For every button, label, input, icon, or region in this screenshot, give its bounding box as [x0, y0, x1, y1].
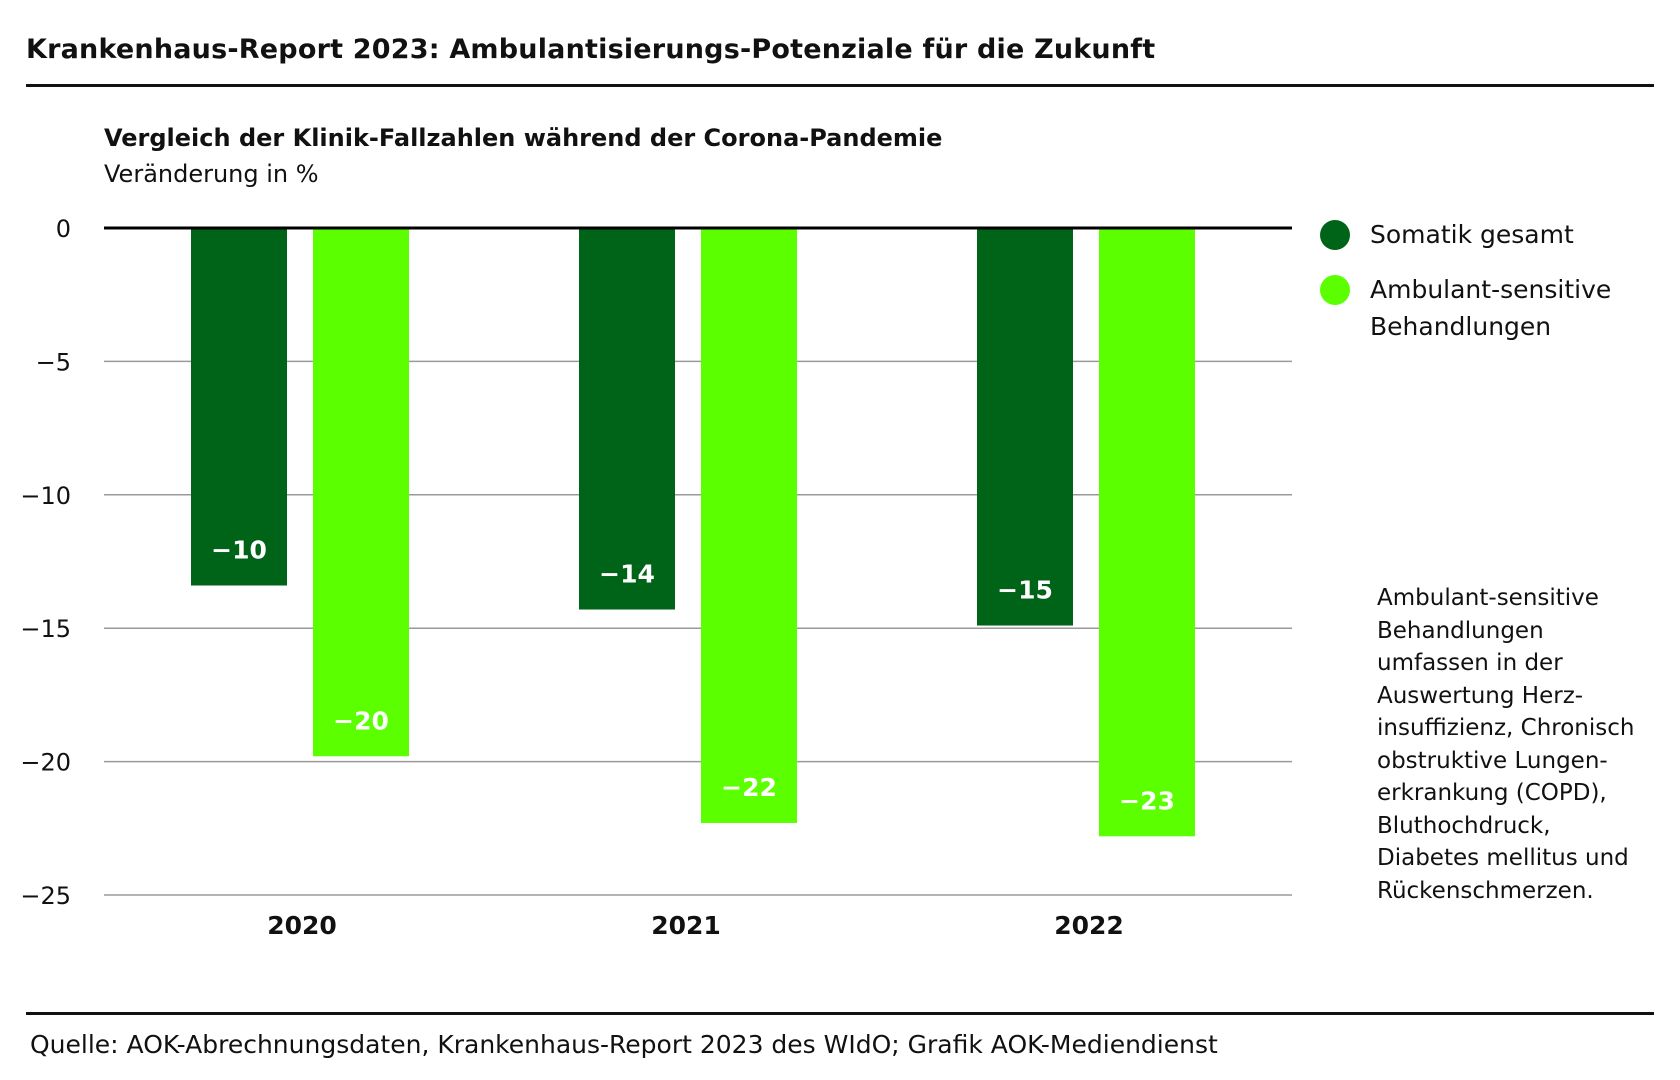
legend-item-ambulant: Ambulant-sensitive Behandlungen: [1320, 271, 1660, 345]
x-tick-label: 2021: [651, 911, 721, 940]
legend-swatch-somatik: [1320, 220, 1350, 250]
bar-value-label: −10: [211, 536, 267, 565]
legend-label-somatik: Somatik gesamt: [1370, 220, 1574, 249]
x-tick-label: 2022: [1054, 911, 1124, 940]
bar-value-label: −15: [997, 576, 1053, 605]
y-tick-label: −25: [20, 882, 71, 910]
y-tick-label: 0: [56, 215, 71, 243]
footnote-text: Ambulant-sensitive Behandlungen umfassen…: [1377, 585, 1635, 904]
bar-2022-somatik: [977, 228, 1073, 626]
x-axis-ticks: 2020 2021 2022: [267, 911, 1124, 940]
y-axis-ticks: 0 −5 −10 −15 −20 −25: [20, 215, 71, 910]
bar-value-label: −22: [721, 773, 777, 802]
bottom-divider: [26, 1012, 1654, 1015]
chart-unit-label: Veränderung in %: [104, 160, 319, 188]
top-divider: [26, 84, 1654, 87]
bar-2020-ambulant: [313, 228, 409, 757]
grid-lines: [104, 360, 1292, 896]
y-tick-label: −5: [36, 348, 71, 376]
y-tick-label: −15: [20, 615, 71, 643]
bar-value-label: −23: [1119, 786, 1175, 815]
bars: −10 −20 −14 −22 −15 −23: [104, 226, 1292, 837]
bar-value-label: −20: [333, 706, 389, 735]
legend-swatch-ambulant: [1320, 275, 1350, 305]
legend: Somatik gesamt Ambulant-sensitive Behand…: [1320, 216, 1660, 363]
source-text: Quelle: AOK-Abrechnungsdaten, Krankenhau…: [30, 1030, 1218, 1059]
y-tick-label: −10: [20, 482, 71, 510]
bar-value-label: −14: [599, 560, 655, 589]
chart-title-header: Krankenhaus-Report 2023: Ambulantisierun…: [26, 34, 1156, 65]
legend-label-ambulant: Ambulant-sensitive Behandlungen: [1370, 275, 1612, 341]
y-tick-label: −20: [20, 749, 71, 777]
bar-2020-somatik: [191, 228, 287, 586]
chart-subtitle: Vergleich der Klinik-Fallzahlen während …: [104, 124, 943, 152]
legend-item-somatik: Somatik gesamt: [1320, 216, 1660, 253]
bar-2022-ambulant: [1099, 228, 1195, 837]
bar-2021-somatik: [579, 228, 675, 610]
bar-2021-ambulant: [701, 228, 797, 823]
x-tick-label: 2020: [267, 911, 337, 940]
